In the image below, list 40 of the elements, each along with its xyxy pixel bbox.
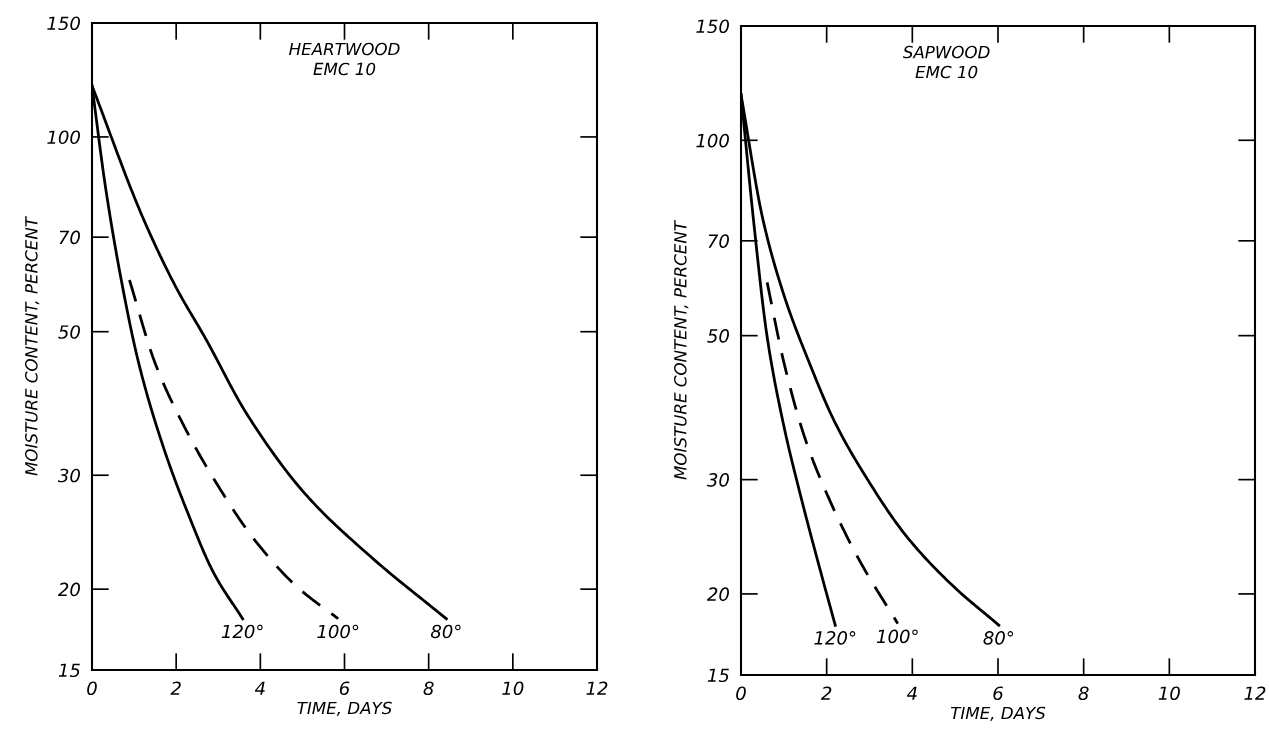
x-tick-label: 10: [502, 681, 524, 696]
series-label: 100°: [876, 629, 918, 644]
y-axis-title: MOISTURE CONTENT, PERCENT: [25, 215, 40, 476]
x-tick-label: 0: [87, 681, 97, 696]
x-tick-label: 6: [993, 686, 1003, 701]
x-tick-label: 12: [586, 681, 608, 695]
y-tick-label: 150: [696, 19, 729, 34]
x-tick-label: 0: [736, 686, 746, 701]
series-label: 80°: [983, 631, 1014, 645]
x-tick-label: 6: [339, 681, 350, 696]
x-axis-title: TIME, DAYS: [950, 706, 1046, 721]
y-tick-label: 70: [708, 234, 729, 248]
y-tick-label: 70: [59, 230, 80, 245]
text: SAPWOOD EMC 10: [902, 45, 990, 79]
y-tick-label: 30: [706, 473, 729, 487]
text: HEARTWOOD EMC 10: [289, 42, 400, 76]
x-tick-label: 8: [1078, 686, 1089, 701]
x-tick-label: 2: [170, 681, 181, 695]
x-tick-label: 4: [254, 681, 265, 695]
y-tick-label: 150: [47, 16, 80, 31]
series-label: 80°: [430, 624, 461, 639]
y-tick-label: 20: [706, 587, 729, 602]
series-label: 120°: [814, 631, 856, 645]
y-tick-label: 15: [707, 668, 729, 683]
y-tick-label: 50: [707, 329, 729, 343]
y-tick-label: 100: [47, 130, 80, 145]
series-label: 120°: [221, 624, 263, 639]
x-tick-label: 4: [906, 686, 917, 700]
y-tick-label: 15: [58, 663, 80, 678]
x-tick-label: 10: [1158, 686, 1180, 701]
x-axis-title: TIME, DAYS: [297, 701, 392, 716]
x-tick-label: 12: [1244, 686, 1266, 700]
x-tick-label: 2: [820, 686, 832, 700]
series-label: 100°: [317, 624, 359, 639]
y-tick-label: 20: [57, 582, 80, 597]
y-tick-label: 50: [58, 325, 80, 339]
y-tick-label: 100: [696, 133, 729, 148]
y-axis-title: MOISTURE CONTENT, PERCENT: [674, 219, 689, 480]
x-tick-label: 8: [423, 681, 434, 696]
y-tick-label: 30: [57, 468, 80, 483]
